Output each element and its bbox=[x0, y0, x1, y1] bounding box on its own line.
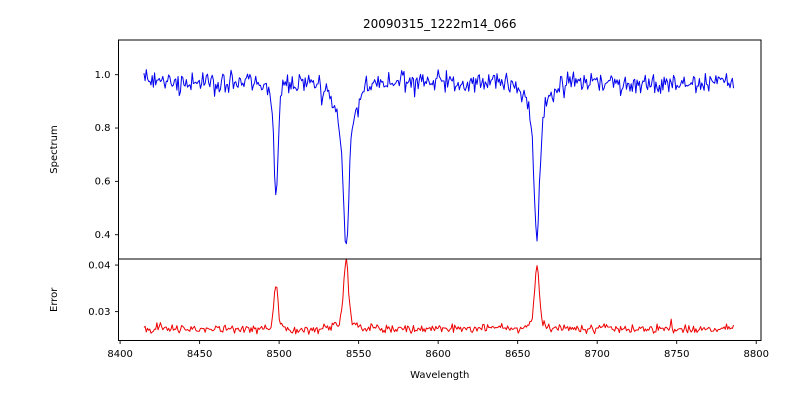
x-tick-label: 8800 bbox=[744, 349, 769, 360]
axis-ticks-group: 8400 8450 8500 8550 8600 8650 8700 8750 8800 0.4 0… bbox=[88, 70, 769, 360]
y-tick-label: 0.4 bbox=[95, 230, 111, 241]
spectrum-panel-frame bbox=[118, 39, 762, 260]
error-panel-frame bbox=[118, 258, 762, 341]
y-tick-label: 0.04 bbox=[88, 260, 110, 271]
y-tick-label: 0.6 bbox=[95, 177, 111, 188]
error-line bbox=[143, 259, 735, 335]
y-tick-label: 0.8 bbox=[95, 123, 111, 134]
plot-lines-group bbox=[143, 69, 735, 335]
x-axis-label: Wavelength bbox=[410, 370, 469, 381]
x-tick-label: 8600 bbox=[425, 349, 450, 360]
x-tick-label: 8400 bbox=[107, 349, 132, 360]
chart-title: 20090315_1222m14_066 bbox=[363, 17, 516, 31]
x-tick-label: 8500 bbox=[266, 349, 291, 360]
x-tick-label: 8550 bbox=[346, 349, 371, 360]
y-tick-label: 0.03 bbox=[88, 307, 110, 318]
y-tick-label: 1.0 bbox=[95, 70, 111, 81]
x-tick-label: 8650 bbox=[505, 349, 530, 360]
spectrum-y-axis-label: Spectrum bbox=[49, 125, 60, 173]
spectrum-line bbox=[143, 69, 735, 245]
x-tick-label: 8700 bbox=[584, 349, 609, 360]
x-tick-label: 8750 bbox=[664, 349, 689, 360]
error-y-axis-label: Error bbox=[49, 287, 60, 312]
x-tick-label: 8450 bbox=[187, 349, 212, 360]
